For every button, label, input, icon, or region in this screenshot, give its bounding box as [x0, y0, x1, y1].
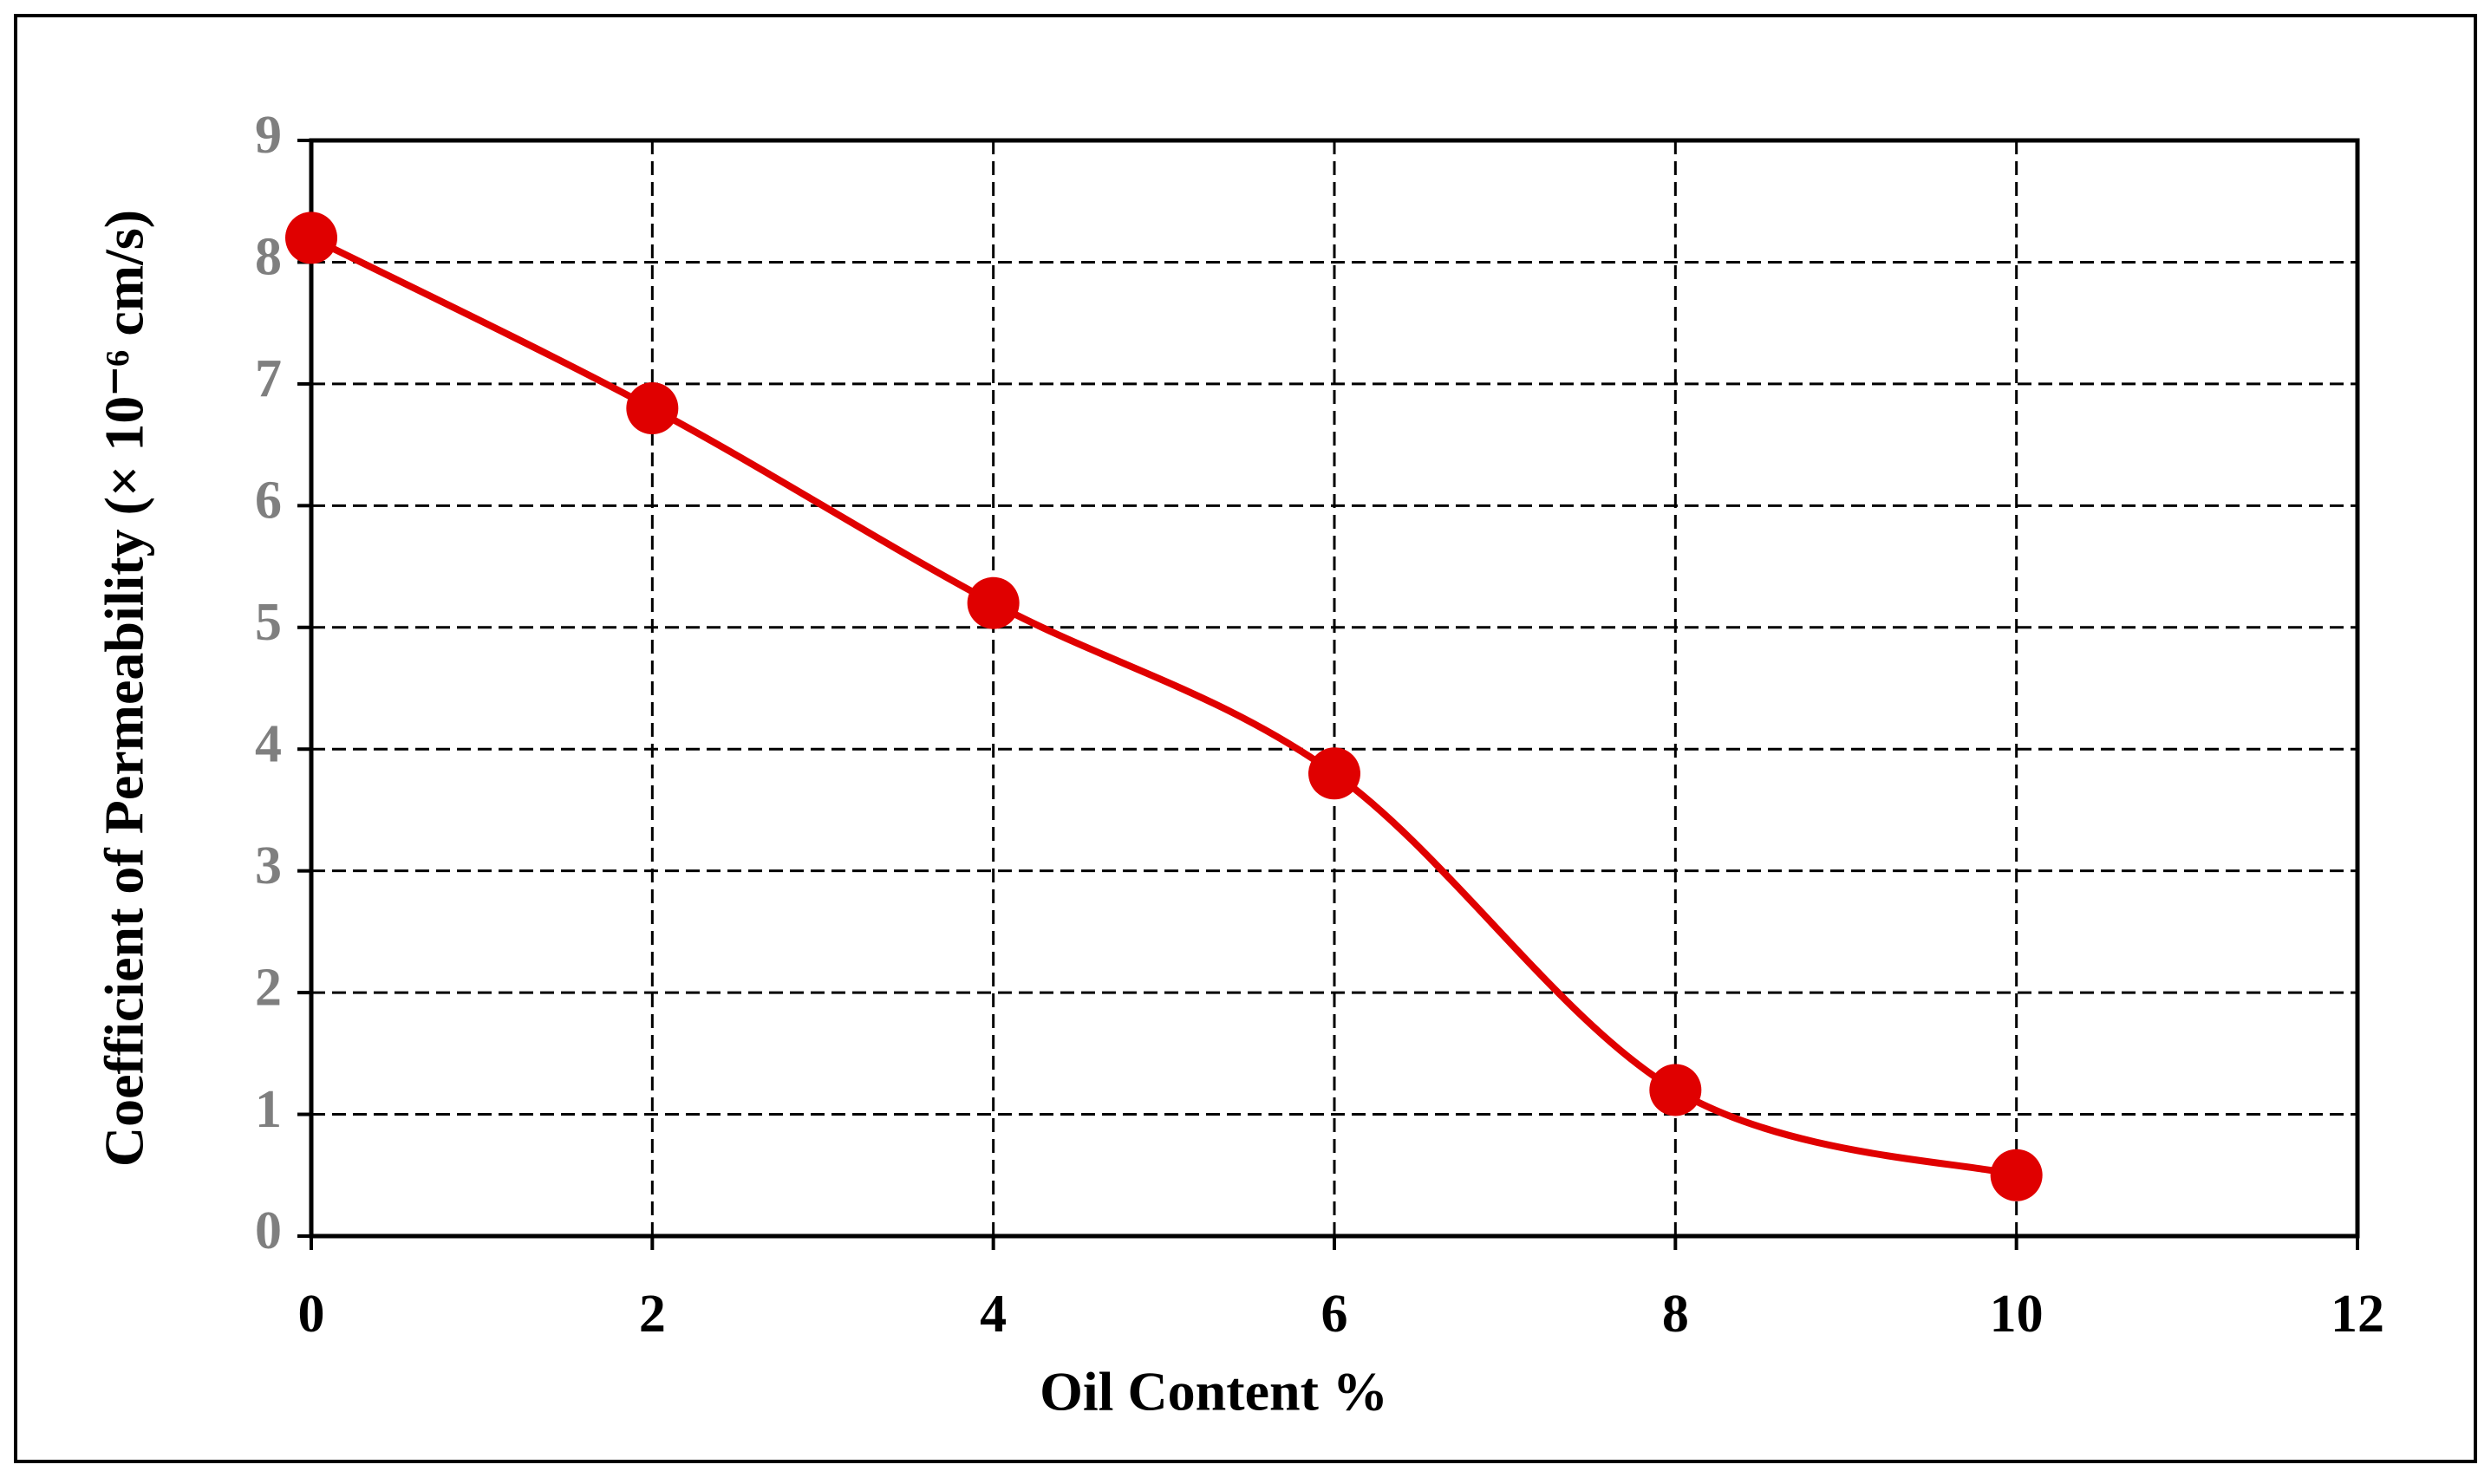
x-axis-label: Oil Content %: [1040, 1361, 1388, 1422]
y-tick-label: 1: [255, 1080, 282, 1139]
y-tick-label: 5: [255, 593, 282, 652]
y-tick-label: 0: [255, 1201, 282, 1260]
y-tick-label: 3: [255, 836, 282, 895]
x-tick-label: 12: [2331, 1285, 2384, 1344]
y-tick-label: 4: [255, 714, 282, 773]
data-point: [1308, 747, 1360, 800]
x-tick-label: 2: [639, 1285, 666, 1344]
y-tick-label: 2: [255, 958, 282, 1017]
data-point: [626, 381, 679, 434]
chart-frame: [14, 14, 2477, 1463]
x-tick-label: 8: [1662, 1285, 1689, 1344]
data-point: [285, 212, 337, 264]
x-tick-label: 6: [1321, 1285, 1348, 1344]
x-tick-label: 4: [980, 1285, 1007, 1344]
data-point: [1649, 1064, 1702, 1116]
plot-frame: [309, 138, 2360, 1239]
y-tick-label: 8: [255, 228, 282, 287]
series-line: [310, 234, 2018, 1179]
x-tick-label: 0: [298, 1285, 325, 1344]
y-tick-label: 9: [255, 106, 282, 165]
x-tick-label: 10: [1990, 1285, 2044, 1344]
y-tick-label: 6: [255, 472, 282, 530]
data-point: [967, 576, 1020, 629]
y-tick-label: 7: [255, 349, 282, 408]
data-point: [1990, 1149, 2043, 1201]
y-axis-label: Coefficient of Permeability (× 10⁻⁶ cm/s…: [94, 210, 155, 1167]
